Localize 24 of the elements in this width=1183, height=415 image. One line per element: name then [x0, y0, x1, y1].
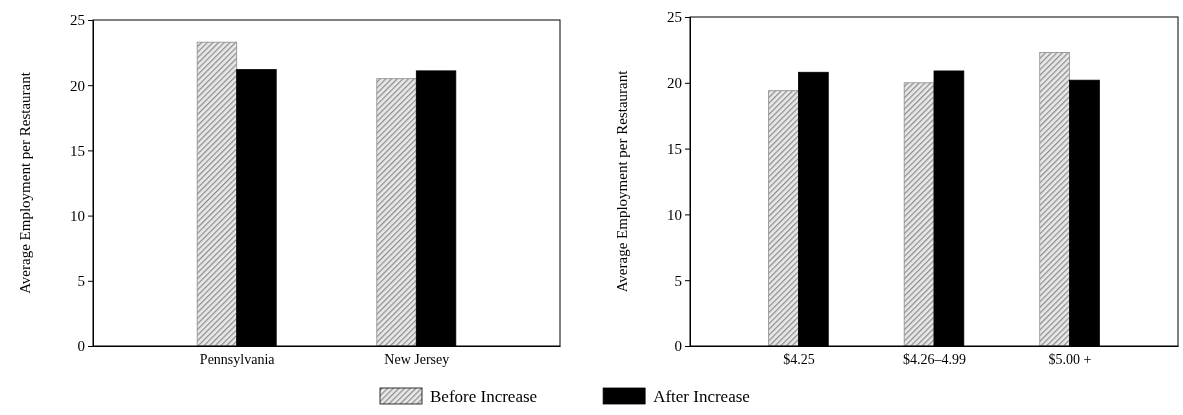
y-tick-label: 0 [77, 338, 85, 355]
y-tick-label: 5 [77, 273, 85, 290]
y-tick-label: 20 [70, 77, 85, 94]
y-tick-label: 10 [667, 206, 682, 223]
y-axis-title: Average Employment per Restaurant [614, 69, 631, 293]
bar [1039, 52, 1070, 347]
y-tick-label: 0 [674, 338, 682, 355]
x-tick-label: $5.00 + [1048, 352, 1092, 368]
x-tick-label: $4.26–4.99 [903, 352, 966, 368]
y-tick-label: 5 [674, 272, 682, 289]
x-tick-label: New Jersey [384, 352, 450, 368]
bar [903, 82, 935, 347]
x-tick-label: $4.25 [783, 352, 815, 368]
y-tick-label: 15 [667, 140, 682, 157]
legend-label: After Increase [653, 387, 750, 406]
y-axis-title: Average Employment per Restaurant [17, 71, 34, 294]
bar [768, 90, 799, 347]
y-tick-label: 10 [70, 207, 85, 224]
legend-label: Before Increase [430, 387, 538, 406]
x-tick-label: Pennsylvania [199, 352, 276, 368]
y-tick-label: 20 [667, 75, 682, 92]
y-tick-label: 15 [70, 142, 85, 159]
y-tick-label: 25 [70, 12, 85, 29]
y-tick-label: 25 [667, 9, 682, 26]
